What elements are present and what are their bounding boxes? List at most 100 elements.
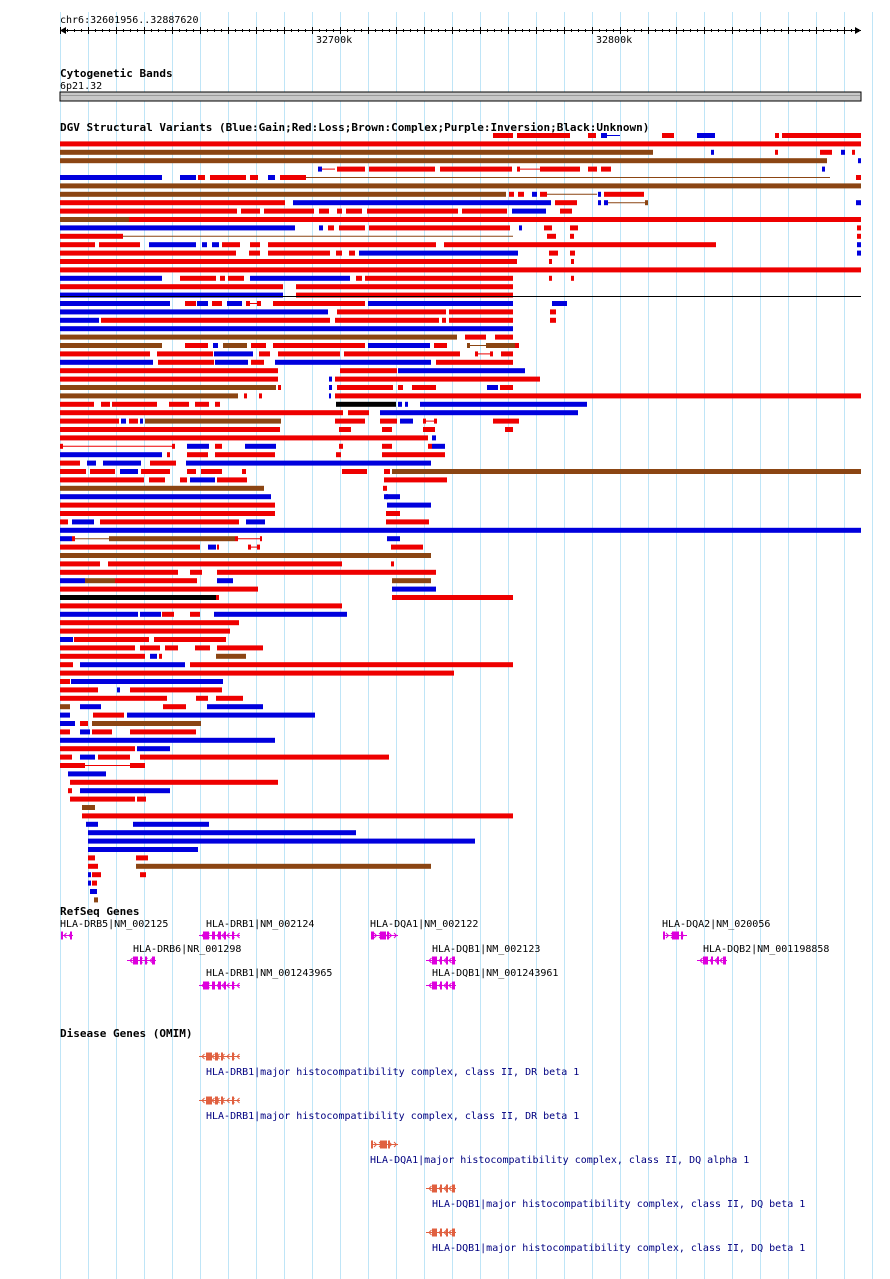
sv-segment	[82, 813, 513, 819]
omim-model-hla-dqa1[interactable]	[371, 1140, 398, 1149]
gene-model-hla-drb5[interactable]	[61, 931, 73, 940]
sv-segment	[601, 166, 611, 172]
sv-segment	[207, 704, 263, 710]
gene-exon	[70, 931, 72, 940]
sv-segment	[201, 469, 222, 474]
sv-segment	[280, 175, 306, 180]
sv-segment	[268, 175, 275, 180]
omim-model-hla-dqb1-2[interactable]	[426, 1228, 456, 1237]
sv-segment	[217, 569, 436, 575]
sv-segment	[60, 200, 285, 206]
sv-segment	[92, 721, 200, 726]
gene-label[interactable]: HLA-DRB6|NR_001298	[133, 944, 242, 955]
gene-model-hla-dqb2[interactable]	[697, 956, 727, 965]
omim-model-hla-drb1[interactable]	[199, 1052, 240, 1061]
sv-segment	[60, 737, 275, 743]
sv-segment	[60, 536, 72, 542]
gene-model-hla-dqb1-alt[interactable]	[426, 981, 456, 990]
strand-chevron	[216, 982, 220, 989]
gene-label[interactable]: HLA-DQB1|NM_002123	[432, 944, 541, 955]
sv-segment	[549, 259, 552, 264]
gene-label[interactable]: HLA-DQA1|NM_002122	[370, 919, 479, 930]
gene-exon	[206, 1096, 212, 1105]
strand-chevron	[221, 1097, 225, 1104]
gene-exon	[452, 981, 455, 990]
sv-segment	[519, 225, 522, 231]
omim-track[interactable]	[199, 1052, 456, 1237]
sv-segment	[60, 469, 86, 474]
disease-gene-label[interactable]: HLA-DRB1|major histocompatibility comple…	[206, 1111, 580, 1122]
strand-chevron	[236, 1053, 240, 1060]
gene-label[interactable]: HLA-DQB1|NM_001243961	[432, 968, 559, 979]
disease-gene-label[interactable]: HLA-DQA1|major histocompatibility comple…	[370, 1155, 750, 1166]
sv-segment	[293, 200, 551, 206]
gene-exon	[440, 1228, 442, 1237]
gene-exon	[212, 931, 215, 940]
sv-segment	[169, 401, 189, 407]
sv-segment	[60, 267, 861, 273]
gene-model-hla-dqa2[interactable]	[663, 931, 687, 940]
gene-exon	[232, 1096, 234, 1105]
strand-chevron	[211, 1097, 215, 1104]
omim-model-hla-drb1-2[interactable]	[199, 1096, 240, 1105]
sv-segment	[549, 250, 558, 256]
sv-segment	[60, 502, 275, 508]
sv-segment	[136, 863, 431, 869]
gene-exon	[380, 931, 386, 940]
sv-segment	[60, 401, 94, 407]
sv-segment	[150, 653, 157, 659]
sv-segment	[449, 309, 513, 315]
gene-label[interactable]: HLA-DRB1|NM_002124	[206, 919, 315, 930]
strand-chevron	[221, 932, 225, 939]
sv-segment	[60, 443, 63, 449]
sv-segment	[60, 175, 162, 180]
sv-segment	[856, 200, 861, 206]
ruler-left-arrow	[60, 27, 66, 34]
sv-segment	[259, 351, 270, 357]
refseq-track[interactable]	[61, 931, 727, 990]
gene-model-hla-drb1-alt[interactable]	[199, 981, 240, 990]
gene-model-hla-drb1[interactable]	[199, 931, 240, 940]
disease-gene-label[interactable]: HLA-DQB1|major histocompatibility comple…	[432, 1243, 806, 1254]
gene-model-hla-drb6[interactable]	[127, 956, 156, 965]
sv-segment	[202, 242, 207, 248]
gene-label[interactable]: HLA-DRB5|NM_002125	[60, 919, 169, 930]
gene-model-hla-dqa1[interactable]	[371, 931, 398, 940]
sv-segment	[60, 326, 513, 332]
gene-model-hla-dqb1[interactable]	[426, 956, 456, 965]
gene-label[interactable]: HLA-DQA2|NM_020056	[662, 919, 771, 930]
sv-segment	[386, 511, 400, 516]
strand-chevron	[216, 1053, 220, 1060]
sv-segment	[140, 645, 160, 651]
strand-chevron	[393, 932, 398, 939]
disease-gene-label[interactable]: HLA-DRB1|major histocompatibility comple…	[206, 1067, 580, 1078]
sv-segment	[412, 385, 436, 390]
gene-exon	[681, 931, 683, 940]
gene-exon	[440, 956, 442, 965]
sv-segment	[820, 149, 832, 155]
sv-segment	[858, 158, 861, 164]
sv-segment	[398, 401, 402, 407]
sv-segment	[420, 401, 587, 407]
disease-gene-label[interactable]: HLA-DQB1|major histocompatibility comple…	[432, 1199, 806, 1210]
gene-exon	[61, 931, 63, 940]
gene-exon	[452, 956, 455, 965]
strand-chevron	[134, 957, 138, 964]
sv-segment	[442, 317, 446, 323]
sv-segment	[60, 393, 238, 399]
sv-segment	[857, 242, 861, 248]
strand-chevron	[226, 932, 230, 939]
sv-segment	[60, 645, 135, 651]
gene-exon	[218, 931, 221, 940]
dgv-track[interactable]	[60, 133, 861, 903]
omim-model-hla-dqb1[interactable]	[426, 1184, 456, 1193]
gene-label[interactable]: HLA-DQB2|NM_001198858	[703, 944, 830, 955]
gene-label[interactable]: HLA-DRB1|NM_001243965	[206, 968, 333, 979]
strand-chevron	[665, 932, 670, 939]
sv-segment	[697, 133, 715, 138]
sv-segment	[88, 880, 91, 886]
strand-chevron	[438, 957, 442, 964]
gene-exon	[380, 1140, 387, 1149]
sv-segment	[127, 712, 315, 718]
